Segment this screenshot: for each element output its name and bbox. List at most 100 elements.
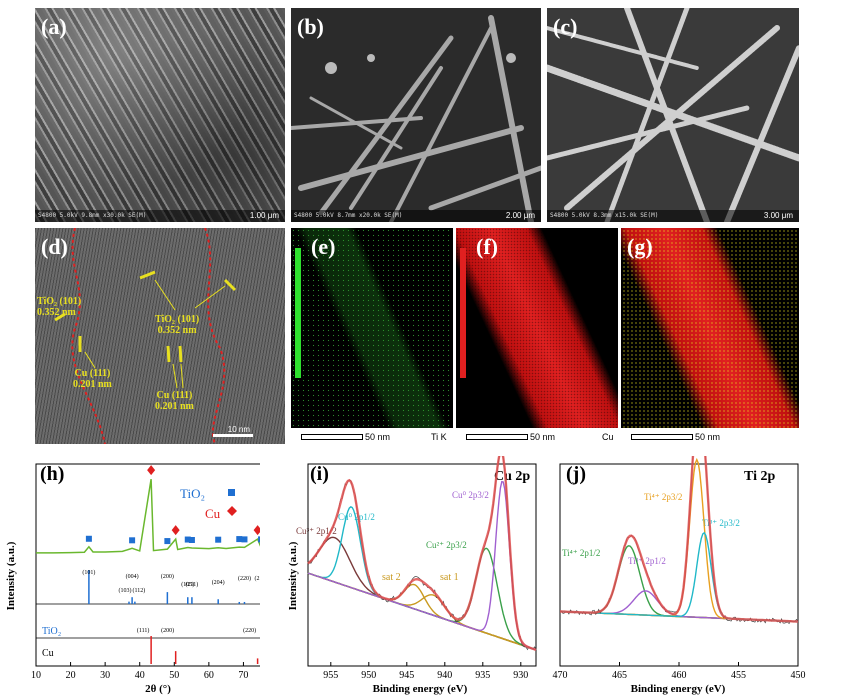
- element-label-e: Ti K: [431, 432, 447, 442]
- scale-label-g: 50 nm: [695, 432, 721, 442]
- cu-color-bar: [460, 248, 466, 378]
- nanowire-drawing-b: [291, 15, 541, 222]
- tio2-peak-marker: [129, 537, 136, 544]
- sem-panel-c: (c) S4800 5.0kV 8.3mm x15.0k SE(M) 3.00 …: [547, 8, 799, 222]
- panel-label-e: (e): [311, 234, 336, 259]
- xrd-chart-h: (h) Intensity (a.u.) 2θ (°) TiO₂ Cu TiO₂…: [5, 463, 260, 695]
- raw-data-line-i: [307, 456, 537, 651]
- peak-label-cu3-2p12: Cu³⁺ 2p1/2: [296, 526, 337, 536]
- tio2-ref-label: (211): [186, 581, 199, 588]
- y-axis-label-i: Intensity (a.u.): [287, 541, 299, 610]
- peak-label-cu0-2p32: Cu⁰ 2p3/2: [452, 490, 489, 500]
- panel-label-g: (g): [627, 234, 653, 259]
- lattice-label-cu-left: Cu (111) 0.201 nm: [73, 368, 112, 390]
- legend-marker-tio2: [228, 489, 235, 496]
- scale-bar-f: [466, 434, 528, 440]
- xps-chart-ti2p: (j) Ti 2p Binding energy (eV) Ti⁴⁺ 2p1/2…: [553, 456, 806, 695]
- tio2-peak-marker: [188, 537, 195, 543]
- ti-color-bar: [295, 248, 301, 378]
- tio2-ref-label: (004): [126, 573, 139, 580]
- x-tick-label-h: 20: [66, 670, 76, 681]
- peak-label-cu2-2p32: Cu²⁺ 2p3/2: [426, 540, 467, 550]
- tio2-ref-label: (220): [238, 575, 251, 582]
- x-tick-label-h: 30: [100, 670, 110, 681]
- scale-bar-e: [301, 434, 363, 440]
- tio2-ref-label: (200): [161, 573, 174, 580]
- legend-marker-cu: [227, 506, 237, 516]
- scale-label-c: 3.00 μm: [763, 211, 793, 220]
- peak-label-sat1: sat 1: [440, 572, 459, 583]
- chart-title-i: Cu 2p: [494, 469, 530, 484]
- x-tick-label-j: 450: [791, 670, 806, 681]
- x-axis-label-j: Binding energy (eV): [631, 683, 726, 695]
- scale-label-e: 50 nm: [365, 432, 391, 442]
- peak-label-ti3-2p12: Ti³⁺ 2p1/2: [628, 556, 666, 566]
- chart-title-j: Ti 2p: [744, 469, 775, 484]
- eds-map-f: [456, 228, 618, 428]
- sem-info-bar-b: S4800 5.0kV 8.7mm x20.0k SE(M): [291, 210, 541, 222]
- xrd-series-line: [36, 478, 260, 554]
- eds-panel-e: (e) 50 nm Ti K: [291, 228, 453, 444]
- peak-label-sat2: sat 2: [382, 572, 401, 583]
- element-label-f: Cu: [602, 432, 614, 442]
- cu-ref-label: (111): [137, 627, 150, 634]
- scale-label-f: 50 nm: [530, 432, 556, 442]
- peak-label-ti4-2p12: Ti⁴⁺ 2p1/2: [562, 548, 600, 558]
- x-tick-label-h: 40: [135, 670, 145, 681]
- ref-label-tio2: TiO₂: [42, 626, 61, 637]
- plot-frame-h: [35, 463, 260, 667]
- scale-label-a: 1.00 μm: [249, 211, 279, 220]
- lattice-label-tio2-left: TiO₂ (101) 0.352 nm: [37, 296, 82, 318]
- cu-peak-marker: [171, 525, 180, 536]
- x-tick-label-j: 460: [672, 670, 687, 681]
- x-tick-label-j: 465: [612, 670, 627, 681]
- tio2-peak-marker: [258, 536, 260, 543]
- x-tick-label-h: 70: [238, 670, 248, 681]
- fit-component-line: [307, 480, 537, 651]
- sem-panel-b: (b) S4800 5.0kV 8.7mm x20.0k SE(M) 2.00 …: [291, 8, 541, 222]
- tio2-peak-marker: [85, 535, 92, 542]
- sem-panel-a: (a) S4800 5.0kV 9.8mm x30.0k SE(M) 1.00 …: [35, 8, 285, 222]
- tio2-peak-marker: [164, 538, 171, 545]
- lattice-label-tio2-center: TiO₂ (101) 0.352 nm: [155, 314, 200, 336]
- legend-h: TiO₂ Cu: [180, 486, 237, 521]
- eds-map-e: [291, 228, 453, 428]
- tio2-ref-label: (103): [118, 587, 131, 594]
- peak-label-ti4-2p32: Ti⁴⁺ 2p3/2: [644, 492, 682, 502]
- x-tick-label-h: 50: [169, 670, 179, 681]
- x-tick-label-i: 930: [513, 670, 528, 681]
- tio2-ref-label: (101): [82, 569, 95, 576]
- nanowire-drawing-c: [547, 8, 799, 222]
- cu-ref-label: (220): [243, 627, 256, 634]
- hrtem-panel-d: (d) TiO₂ (101) 0.352 nm TiO₂ (101) 0.352 n…: [35, 228, 285, 444]
- lattice-label-cu-center: Cu (111) 0.201 nm: [155, 390, 194, 412]
- sem-info-bar-c: S4800 5.0kV 8.3mm x15.0k SE(M): [547, 210, 799, 222]
- scale-bar-g: [631, 434, 693, 440]
- xps-chart-cu2p: (i) Cu 2p Intensity (a.u.) Binding energ…: [287, 456, 537, 695]
- panel-label-c: (c): [553, 14, 578, 39]
- tio2-ref-label: (204): [212, 579, 225, 586]
- eds-panel-g: (g) 50 nm: [621, 228, 799, 444]
- fit-component-line: [307, 505, 537, 651]
- panel-label-a: (a): [41, 14, 67, 39]
- panel-label-j: (j): [566, 463, 586, 485]
- sem-info-bar-a: S4800 5.0kV 9.8mm x30.0k SE(M): [35, 210, 285, 222]
- eds-map-g: [621, 228, 799, 428]
- scale-label-d: 10 nm: [227, 425, 250, 434]
- panel-label-b: (b): [297, 14, 324, 39]
- x-tick-label-h: 60: [204, 670, 214, 681]
- scale-label-b: 2.00 μm: [505, 211, 535, 220]
- peak-label-ti3-2p32: Ti³⁺ 2p3/2: [702, 518, 740, 528]
- tio2-peak-marker: [184, 536, 191, 543]
- panel-label-h: (h): [40, 463, 64, 485]
- x-axis-label-h: 2θ (°): [145, 683, 171, 695]
- legend-label-tio2: TiO₂: [180, 486, 205, 501]
- tio2-peak-marker: [241, 536, 248, 543]
- y-axis-label-h: Intensity (a.u.): [5, 541, 17, 610]
- x-tick-label-i: 935: [475, 670, 490, 681]
- cu-ref-label: (200): [161, 627, 174, 634]
- x-axis-label-i: Binding energy (eV): [373, 683, 468, 695]
- boundary-drawing-d: [54, 228, 253, 444]
- ref-label-cu: Cu: [42, 648, 54, 659]
- envelope-line-j: [560, 456, 799, 623]
